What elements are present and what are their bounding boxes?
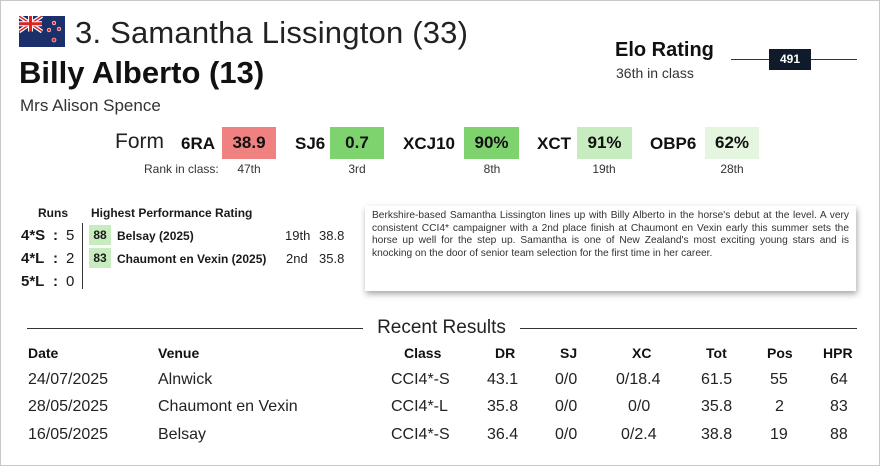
hpr-score-badge: 88 bbox=[89, 225, 111, 245]
table-row-hpr: 83 bbox=[830, 398, 848, 415]
col-header-date: Date bbox=[28, 345, 59, 361]
col-header-sj: SJ bbox=[560, 345, 578, 361]
phase-sj6-name: SJ6 bbox=[295, 134, 326, 153]
table-row-date: 16/05/2025 bbox=[28, 426, 109, 443]
table-row-dr: 43.1 bbox=[487, 371, 519, 388]
phase-xct-rank: 19th bbox=[592, 162, 616, 176]
form-label: Form bbox=[115, 130, 164, 153]
phase-sj6-value: 0.7 bbox=[330, 127, 384, 159]
phase-obp6-name: OBP6 bbox=[650, 134, 697, 153]
runs-header: Runs bbox=[38, 206, 68, 220]
table-row-sj: 0/0 bbox=[555, 371, 578, 388]
results-title: Recent Results bbox=[377, 317, 506, 338]
table-row-hpr: 64 bbox=[830, 371, 848, 388]
new-zealand-flag-icon bbox=[19, 16, 65, 47]
phase-xct-name: XCT bbox=[537, 134, 571, 153]
phase-xcj10-name: XCJ10 bbox=[403, 134, 455, 153]
table-row-venue: Alnwick bbox=[158, 371, 213, 388]
phase-sj6-rank: 3rd bbox=[348, 162, 366, 176]
rank-in-class-label: Rank in class: bbox=[144, 162, 219, 176]
phase-obp6-rank: 28th bbox=[720, 162, 744, 176]
hpr-event-result: 35.8 bbox=[319, 251, 345, 266]
runs-divider bbox=[82, 223, 83, 289]
col-header-xc: XC bbox=[632, 345, 652, 361]
table-row-sj: 0/0 bbox=[555, 398, 578, 415]
table-row-class: CCI4*-S bbox=[391, 371, 450, 388]
table-row-tot: 35.8 bbox=[701, 398, 733, 415]
table-row-pos: 19 bbox=[770, 426, 788, 443]
runs-count-5l: 0 bbox=[66, 273, 75, 290]
runs-count-4s: 5 bbox=[66, 227, 75, 244]
table-row-dr: 35.8 bbox=[487, 398, 519, 415]
table-row-xc: 0/18.4 bbox=[616, 371, 661, 388]
table-row-date: 28/05/2025 bbox=[28, 398, 109, 415]
col-header-hpr: HPR bbox=[823, 345, 853, 361]
table-row-tot: 38.8 bbox=[701, 426, 733, 443]
table-row-hpr: 88 bbox=[830, 426, 848, 443]
runs-sep: : bbox=[53, 250, 58, 267]
owner-name: Mrs Alison Spence bbox=[20, 96, 161, 115]
elo-value-badge: 491 bbox=[769, 49, 811, 70]
runs-level-5l: 5*L bbox=[21, 273, 45, 290]
phase-xct-value: 91% bbox=[577, 127, 632, 159]
col-header-tot: Tot bbox=[706, 345, 727, 361]
runs-level-4s: 4*S bbox=[21, 227, 46, 244]
table-row-tot: 61.5 bbox=[701, 371, 733, 388]
table-row-venue: Belsay bbox=[158, 426, 207, 443]
runs-sep: : bbox=[53, 227, 58, 244]
hpr-event-name: Chaumont en Vexin (2025) bbox=[117, 252, 267, 266]
runs-sep: : bbox=[53, 273, 58, 290]
table-row-venue: Chaumont en Vexin bbox=[158, 398, 298, 415]
rider-name: 3. Samantha Lissington (33) bbox=[75, 15, 469, 50]
elo-title: Elo Rating bbox=[615, 39, 714, 61]
table-row-pos: 55 bbox=[770, 371, 788, 388]
table-row-class: CCI4*-S bbox=[391, 426, 450, 443]
phase-obp6-value: 62% bbox=[705, 127, 759, 159]
phase-6ra-name: 6RA bbox=[181, 134, 216, 153]
phase-6ra-value: 38.9 bbox=[222, 127, 276, 159]
hpr-event-position: 19th bbox=[285, 228, 311, 243]
hpr-event-result: 38.8 bbox=[319, 228, 345, 243]
runs-count-4l: 2 bbox=[66, 250, 75, 267]
table-row-pos: 2 bbox=[775, 398, 784, 415]
phase-xcj10-value: 90% bbox=[464, 127, 519, 159]
table-row-sj: 0/0 bbox=[555, 426, 578, 443]
table-row-date: 24/07/2025 bbox=[28, 371, 109, 388]
phase-6ra-rank: 47th bbox=[237, 162, 261, 176]
results-divider-left bbox=[27, 328, 363, 329]
table-row-class: CCI4*-L bbox=[391, 398, 448, 415]
hpr-event-name: Belsay (2025) bbox=[117, 229, 194, 243]
col-header-pos: Pos bbox=[767, 345, 793, 361]
results-divider-right bbox=[520, 328, 857, 329]
col-header-dr: DR bbox=[495, 345, 516, 361]
table-row-xc: 0/2.4 bbox=[621, 426, 657, 443]
elo-class-rank: 36th in class bbox=[616, 65, 694, 81]
phase-xcj10-rank: 8th bbox=[483, 162, 501, 176]
rider-blurb: Berkshire-based Samantha Lissington line… bbox=[365, 206, 856, 291]
col-header-class: Class bbox=[404, 345, 442, 361]
hpr-score-badge: 83 bbox=[89, 248, 111, 268]
table-row-xc: 0/0 bbox=[628, 398, 651, 415]
col-header-venue: Venue bbox=[158, 345, 200, 361]
table-row-dr: 36.4 bbox=[487, 426, 519, 443]
hpr-event-position: 2nd bbox=[286, 251, 308, 266]
horse-name: Billy Alberto (13) bbox=[19, 55, 265, 90]
runs-level-4l: 4*L bbox=[21, 250, 45, 267]
hpr-header: Highest Performance Rating bbox=[91, 206, 253, 220]
